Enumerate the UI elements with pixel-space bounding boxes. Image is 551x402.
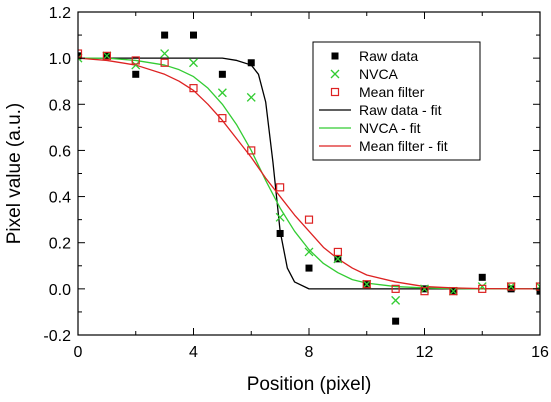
point-nvca [477,282,487,292]
point-raw-data [536,287,540,295]
point-nvca [246,92,256,102]
series-line-mean-filter-fit [78,57,540,290]
legend-label: Raw data - fit [359,102,442,118]
y-tick-label: 1.0 [49,51,71,68]
point-nvca [304,247,314,257]
point-mean-filter [131,56,140,65]
legend-label: NVCA - fit [359,120,421,136]
point-nvca [420,284,429,294]
legend-label: NVCA [359,66,399,82]
y-axis-title: Pixel value (a.u.) [4,103,25,245]
point-raw-data [276,229,284,237]
point-mean-filter [420,287,429,296]
point-raw-data [478,273,486,281]
y-tick-label: 0.8 [49,97,71,114]
x-tick-label: 8 [305,344,314,361]
point-nvca [448,286,458,296]
point-nvca [160,49,170,58]
y-tick-label: 0.4 [49,190,71,207]
point-raw-data [132,70,140,78]
point-mean-filter [535,282,540,291]
legend-box [312,41,481,161]
tick-labels-layer: 0 4 8 12 16 -0.2 0.0 0.2 0.4 0.6 0.8 1.0 1.2 [43,5,549,361]
point-mean-filter [304,215,314,224]
point-nvca [333,254,343,264]
x-axis-title: Position (pixel) [247,374,372,395]
x-tick-label: 16 [531,344,549,361]
point-mean-filter [507,282,516,291]
y-tick-label: 0.0 [49,282,71,299]
point-mean-filter [247,146,256,155]
point-nvca [506,282,516,292]
point-raw-data [190,31,197,39]
point-nvca [391,295,401,305]
point-nvca [102,51,112,61]
point-mean-filter [333,247,342,257]
point-mean-filter [449,287,458,296]
point-raw-data [218,70,226,78]
point-nvca [217,88,227,98]
point-mean-filter [102,51,111,60]
legend-label: Mean filter [359,84,425,100]
point-mean-filter [189,84,198,93]
legend-label: Mean filter - fit [359,138,448,154]
point-raw-data [392,317,400,325]
series-line-nvca-fit [78,57,540,290]
legend-label: Raw data [359,48,418,64]
y-tick-label: 0.6 [49,143,71,160]
point-raw-data [305,264,313,272]
legend-symbol [330,87,340,97]
point-mean-filter [362,280,371,289]
point-mean-filter [78,49,83,58]
series-line-raw-data-fit [78,57,540,290]
point-raw-data [247,59,255,67]
point-mean-filter [276,183,285,192]
x-tick-label: 12 [416,344,434,361]
point-mean-filter [160,58,169,67]
point-nvca [189,58,198,68]
x-tick-label: 4 [189,344,198,361]
point-mean-filter [478,284,487,293]
legend-symbol [330,69,340,79]
y-tick-label: -0.2 [43,328,71,345]
point-mean-filter [391,284,400,293]
point-nvca [275,212,285,222]
series-layer [78,31,540,325]
point-nvca [131,60,141,70]
point-nvca [78,53,83,63]
point-raw-data [161,31,169,39]
point-mean-filter [218,114,227,123]
point-raw-data [507,285,515,293]
legend: Raw data NVCA Mean filter Raw data - fit NVC… [312,41,481,161]
point-nvca [362,279,372,289]
ticks-layer [77,11,541,336]
y-tick-label: 0.2 [49,236,71,253]
legend-symbol [331,52,339,60]
x-tick-label: 0 [74,344,83,361]
y-tick-label: 1.2 [49,5,71,22]
